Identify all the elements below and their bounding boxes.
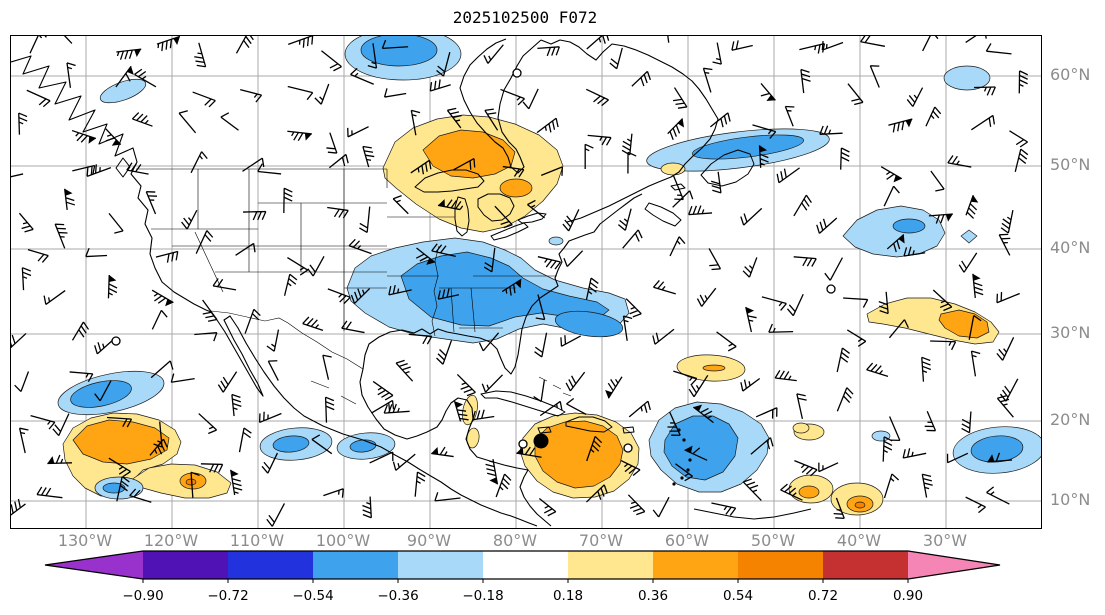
anomaly-region-atl40-diamond xyxy=(960,229,978,244)
colorbar-segments xyxy=(45,551,1000,579)
colorbar-over-arrow xyxy=(908,551,1000,579)
lon-tick-label: 60°W xyxy=(664,531,710,550)
colorbar-tick-label: −0.72 xyxy=(207,588,248,604)
coastline xyxy=(11,38,812,527)
lon-tick-label: 40°W xyxy=(836,531,882,550)
anomaly-region-great-lakes-core xyxy=(422,129,516,179)
colorbar-tick-label: 0.72 xyxy=(808,588,838,604)
anomaly-region-midwest-core xyxy=(400,251,610,327)
storm-dot-marker xyxy=(533,433,549,449)
lon-tick-label: 110°W xyxy=(229,531,285,550)
calm-circle-marker xyxy=(518,439,528,449)
colorbar-under-arrow xyxy=(45,551,143,579)
anomaly-region-quebec-band-core xyxy=(692,134,804,160)
lon-tick-label: 90°W xyxy=(406,531,452,550)
calm-circle-marker xyxy=(623,443,633,453)
anomaly-region-atl40-outer xyxy=(842,205,946,258)
markers xyxy=(111,68,836,453)
colorbar-tick-label: 0.18 xyxy=(553,588,583,604)
colorbar-tick-label: −0.54 xyxy=(292,588,333,604)
wind-barbs xyxy=(11,36,1029,527)
anomaly-region-great-lakes-core2 xyxy=(499,178,533,198)
anomaly-region-erie-tiny-blue xyxy=(548,236,564,246)
anomaly-region-arctic-top-core xyxy=(360,36,438,67)
colorbar-tick-label: −0.90 xyxy=(122,588,163,604)
anomaly-region-atl25-orange-dash xyxy=(702,364,726,372)
lat-tick-label: 50°N xyxy=(1050,155,1091,174)
anomaly-region-alaska-panhandle xyxy=(99,78,147,104)
lon-tick-label: 50°W xyxy=(750,531,796,550)
anomaly-region-pac-small-blue-core xyxy=(102,482,126,494)
state-borders xyxy=(136,168,572,405)
lon-tick-label: 70°W xyxy=(578,531,624,550)
anomaly-region-gulfstream-arm xyxy=(554,310,624,338)
colorbar-ticks xyxy=(142,579,909,583)
calm-circle-marker xyxy=(826,284,836,294)
calm-circle-marker xyxy=(111,336,121,346)
anomaly-region-atl-right-blue-core xyxy=(970,435,1024,463)
lat-tick-label: 30°N xyxy=(1050,323,1091,342)
colorbar-tick-label: 0.54 xyxy=(723,588,753,604)
figure-title: 2025102500 F072 xyxy=(452,8,598,27)
colorbar: −0.90 −0.72 −0.54 −0.36 −0.18 0.18 0.36 0.54 0.7… xyxy=(44,550,1001,604)
anomaly-region-midatl-tiny-blue xyxy=(871,430,891,442)
lon-tick-label: 100°W xyxy=(315,531,371,550)
colorbar-tick-label: 0.36 xyxy=(638,588,668,604)
colorbar-tick-label: 0.90 xyxy=(893,588,923,604)
colorbar-tick-labels: −0.90 −0.72 −0.54 −0.36 −0.18 0.18 0.36 0.54 0.7… xyxy=(122,588,923,604)
lon-tick-label: 30°W xyxy=(922,531,968,550)
anomaly-region-mex-blue1-core xyxy=(272,435,310,453)
anomaly-region-pac-blue-core xyxy=(70,380,132,408)
lat-tick-label: 60°N xyxy=(1050,65,1091,84)
anomaly-region-br-orange2-deep xyxy=(854,501,866,509)
map-plot-area xyxy=(10,35,1042,529)
lon-tick-label: 130°W xyxy=(57,531,113,550)
anomaly-regions xyxy=(57,36,1041,516)
lat-tick-label: 20°N xyxy=(1050,410,1091,429)
calm-circle-marker xyxy=(512,68,522,78)
lat-tick-label: 10°N xyxy=(1050,490,1091,509)
anomaly-region-topright-small xyxy=(943,65,991,91)
anomaly-region-br-orange1 xyxy=(798,485,820,499)
anomaly-region-pac-orange-core xyxy=(72,419,170,465)
anomaly-region-belize-yellow xyxy=(466,427,480,449)
anomaly-region-caribbean-blue-core xyxy=(663,415,739,481)
lat-tick-label: 40°N xyxy=(1050,238,1091,257)
lon-tick-label: 80°W xyxy=(492,531,538,550)
anomaly-region-br-yellow-tiny xyxy=(792,422,810,434)
colorbar-tick-label: −0.18 xyxy=(462,588,503,604)
anomaly-region-caribbean-orange-core xyxy=(534,420,624,489)
lon-tick-label: 120°W xyxy=(143,531,199,550)
anomaly-region-atl40-core xyxy=(892,218,926,234)
colorbar-tick-label: −0.36 xyxy=(377,588,418,604)
